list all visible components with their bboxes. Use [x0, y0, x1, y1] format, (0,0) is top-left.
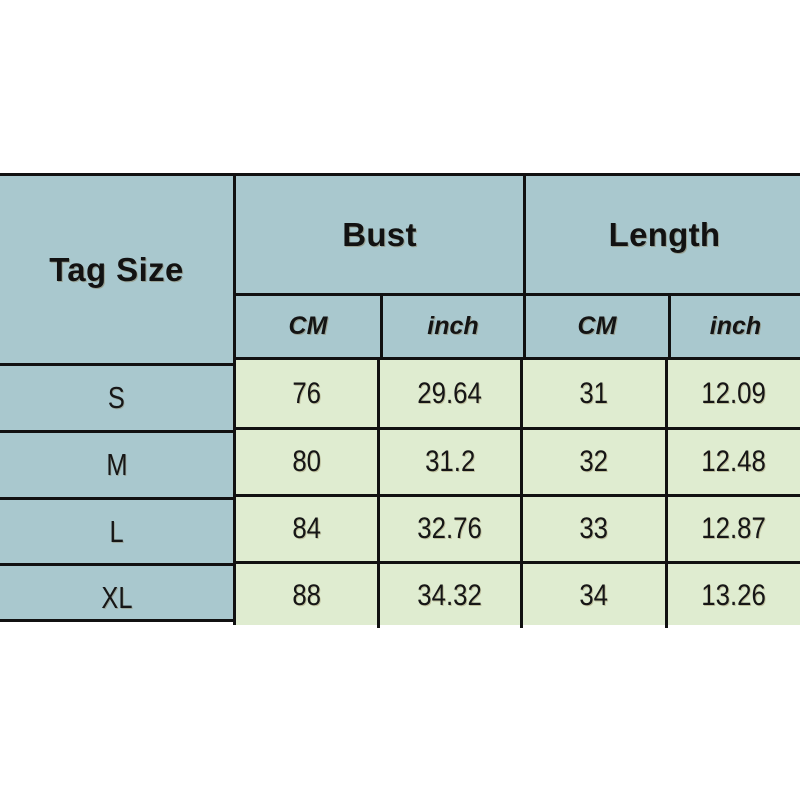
- cell-value: 34.32: [417, 579, 483, 612]
- unit-label: CM: [288, 312, 328, 340]
- cell-value: 80: [292, 445, 321, 478]
- cell-value: 13.26: [701, 579, 767, 612]
- unit-label: inch: [427, 312, 479, 340]
- cell-value: 12.09: [701, 376, 767, 410]
- cell-value: 84: [292, 512, 321, 545]
- unit-label: inch: [709, 312, 762, 340]
- measurement-group-bust: Bust: [236, 176, 523, 293]
- measurement-group-header-row: Bust Length: [233, 173, 800, 293]
- cell-value: 33: [579, 512, 609, 545]
- cell-length-cm: 33: [520, 497, 665, 561]
- size-label: L: [109, 514, 124, 549]
- size-label: M: [105, 447, 128, 482]
- cell-length-cm: 31: [520, 360, 665, 427]
- cell-value: 12.87: [701, 512, 767, 545]
- cell-bust-cm: 80: [236, 430, 377, 494]
- cell-value: 31.2: [424, 445, 476, 478]
- cell-length-inch: 12.87: [665, 497, 800, 561]
- unit-header-bust-cm: CM: [236, 296, 380, 357]
- cell-bust-cm: 76: [236, 360, 377, 427]
- cell-length-cm: 34: [520, 564, 665, 628]
- cell-value: 29.64: [417, 376, 483, 410]
- cell-value: 32.76: [417, 512, 483, 545]
- cell-bust-inch: 31.2: [377, 430, 520, 494]
- cell-length-inch: 12.48: [665, 430, 800, 494]
- table-row-size-cell: L: [0, 497, 233, 564]
- measurement-group-length: Length: [523, 176, 800, 293]
- unit-header-bust-inch: inch: [380, 296, 523, 357]
- cell-value: 31: [579, 376, 609, 410]
- table-row: 80 31.2 32 12.48: [236, 427, 800, 494]
- tag-size-column: Tag Size S M L XL: [0, 173, 233, 622]
- unit-header-length-cm: CM: [523, 296, 668, 357]
- cell-length-inch: 13.26: [665, 564, 800, 628]
- measurement-group-label: Length: [608, 215, 721, 253]
- unit-header-length-inch: inch: [668, 296, 800, 357]
- size-label: S: [108, 380, 125, 415]
- cell-bust-inch: 32.76: [377, 497, 520, 561]
- cell-bust-inch: 34.32: [377, 564, 520, 628]
- measurement-group-label: Bust: [342, 215, 417, 253]
- cell-bust-cm: 88: [236, 564, 377, 628]
- cell-bust-cm: 84: [236, 497, 377, 561]
- size-chart-table: Tag Size S M L XL Bust Length CM: [0, 173, 800, 628]
- tag-size-header-cell: Tag Size: [0, 176, 233, 363]
- table-row-size-cell: XL: [0, 563, 233, 630]
- cell-length-inch: 12.09: [665, 360, 800, 427]
- measurement-block: Bust Length CM inch CM inch: [233, 173, 800, 628]
- table-row: 84 32.76 33 12.87: [236, 494, 800, 561]
- table-row-size-cell: M: [0, 430, 233, 497]
- cell-value: 76: [292, 376, 321, 410]
- cell-value: 32: [579, 445, 609, 478]
- cell-value: 12.48: [701, 445, 767, 478]
- table-row-size-cell: S: [0, 363, 233, 430]
- tag-size-header-label: Tag Size: [49, 250, 184, 288]
- unit-label: CM: [577, 312, 617, 340]
- table-row: 76 29.64 31 12.09: [236, 360, 800, 427]
- cell-value: 34: [579, 579, 609, 612]
- table-row: 88 34.32 34 13.26: [236, 561, 800, 628]
- measurement-data-grid: 76 29.64 31 12.09 80 31.2: [233, 357, 800, 628]
- cell-length-cm: 32: [520, 430, 665, 494]
- unit-header-row: CM inch CM inch: [233, 293, 800, 357]
- cell-value: 88: [292, 579, 321, 612]
- cell-bust-inch: 29.64: [377, 360, 520, 427]
- size-label: XL: [100, 580, 133, 615]
